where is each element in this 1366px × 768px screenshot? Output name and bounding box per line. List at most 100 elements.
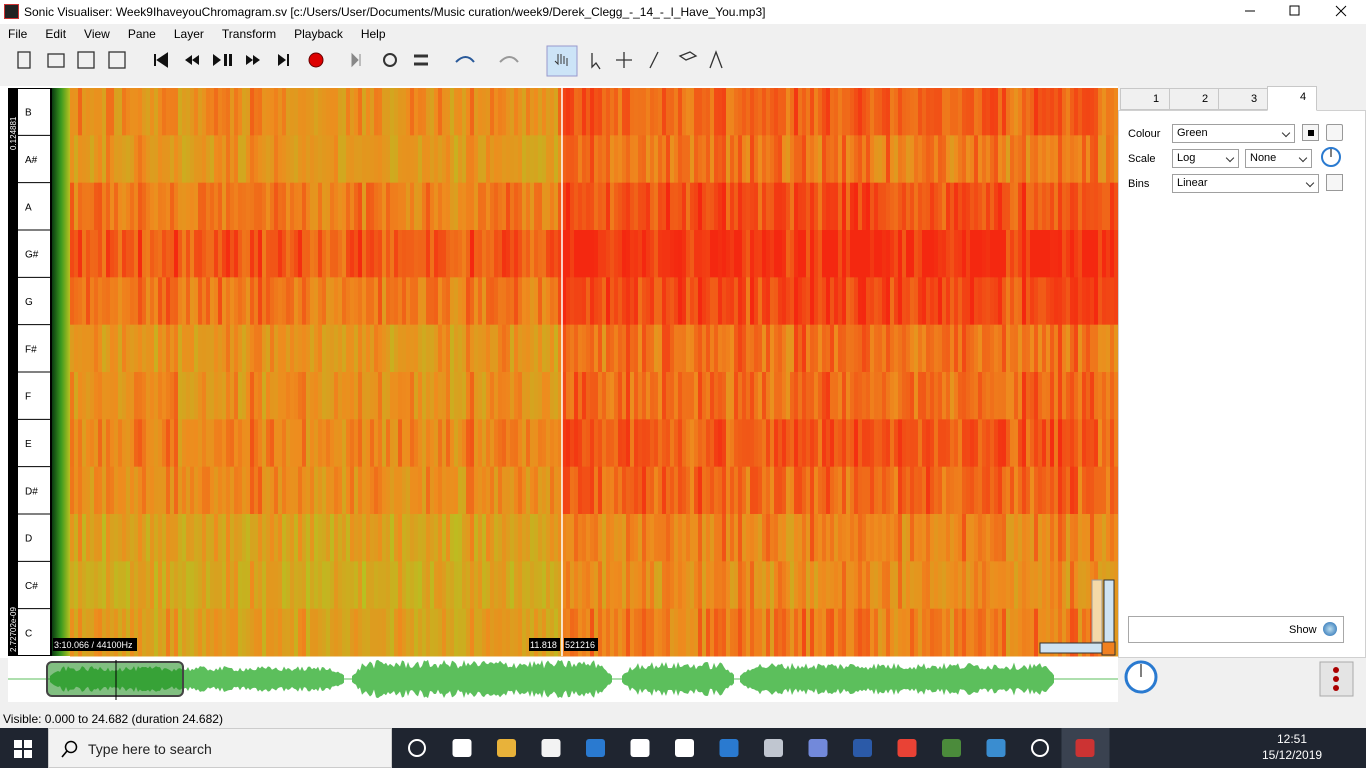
taskbar-icons[interactable]: [400, 728, 1120, 768]
chroma-cell: [950, 182, 955, 231]
chroma-cell: [534, 88, 539, 136]
chroma-cell: [1034, 372, 1039, 420]
chroma-cell: [206, 277, 211, 326]
menu-item[interactable]: Layer: [173, 27, 204, 41]
chroma-cell: [1030, 466, 1035, 515]
chroma-cell: [274, 135, 279, 184]
layer-tab[interactable]: 2: [1169, 88, 1219, 110]
chroma-cell: [414, 324, 419, 373]
chroma-cell: [190, 419, 195, 468]
chroma-cell: [370, 88, 375, 136]
chroma-cell: [382, 419, 387, 468]
chroma-cell: [310, 135, 315, 184]
chroma-cell: [618, 514, 623, 562]
chroma-cell: [1034, 230, 1039, 278]
chroma-cell: [586, 182, 591, 231]
chroma-cell: [302, 561, 307, 610]
window-controls[interactable]: [1230, 0, 1366, 24]
layer-tab[interactable]: 1: [1120, 88, 1170, 110]
chroma-cell: [638, 608, 643, 657]
chroma-cell: [462, 372, 467, 420]
chroma-cell: [742, 182, 747, 231]
chroma-cell: [694, 419, 699, 468]
chroma-cell: [530, 608, 535, 657]
chroma-cell: [482, 135, 487, 184]
chroma-cell: [218, 514, 223, 562]
chroma-cell: [402, 324, 407, 373]
chroma-cell: [934, 230, 939, 278]
chroma-cell: [1070, 419, 1075, 468]
chroma-cell: [78, 135, 83, 184]
chroma-cell: [270, 514, 275, 562]
gain-dial[interactable]: [1320, 146, 1342, 168]
chroma-cell: [938, 88, 943, 136]
normalize-combo[interactable]: None: [1245, 149, 1312, 168]
start-button[interactable]: [14, 740, 32, 758]
chroma-cell: [222, 514, 227, 562]
chroma-cell: [954, 230, 959, 278]
invert-button[interactable]: [1326, 124, 1343, 141]
chroma-cell: [358, 372, 363, 420]
chroma-cell: [258, 608, 263, 657]
chroma-cell: [898, 88, 903, 136]
menu-item[interactable]: Edit: [45, 27, 67, 41]
chroma-cell: [470, 182, 475, 231]
chroma-cell: [462, 466, 467, 515]
menu-item[interactable]: Transform: [221, 27, 277, 41]
chroma-cell: [1022, 419, 1027, 468]
chroma-cell: [978, 182, 983, 231]
chroma-cell: [330, 182, 335, 231]
bins-combo[interactable]: Linear: [1172, 174, 1319, 193]
chroma-cell: [870, 135, 875, 184]
chroma-cell: [778, 372, 783, 420]
chroma-cell: [850, 88, 855, 136]
chroma-cell: [618, 372, 623, 420]
chroma-cell: [858, 277, 863, 326]
chroma-cell: [582, 466, 587, 515]
chroma-cell: [554, 88, 559, 136]
menu-item[interactable]: View: [84, 27, 110, 41]
chroma-cell: [262, 277, 267, 326]
chroma-cell: [650, 88, 655, 136]
chroma-cell: [610, 372, 615, 420]
chroma-cell: [838, 324, 843, 373]
chroma-cell: [906, 324, 911, 373]
search-box[interactable]: Type here to search: [48, 728, 392, 768]
colour-combo[interactable]: Green: [1172, 124, 1295, 143]
chroma-cell: [786, 561, 791, 610]
chroma-cell: [770, 182, 775, 231]
scale-combo[interactable]: Log: [1172, 149, 1239, 168]
chroma-cell: [606, 514, 611, 562]
chroma-cell: [678, 324, 683, 373]
chroma-cell: [1110, 182, 1115, 231]
chroma-cell: [954, 608, 959, 657]
chroma-cell: [770, 561, 775, 610]
colour-button[interactable]: [1302, 124, 1319, 141]
chroma-cell: [330, 466, 335, 515]
chroma-cell: [378, 466, 383, 515]
chroma-cell: [222, 277, 227, 326]
menu-item[interactable]: Playback: [294, 27, 343, 41]
chroma-cell: [1106, 182, 1111, 231]
chroma-cell: [658, 230, 663, 278]
chroma-cell: [234, 514, 239, 562]
overview-pane[interactable]: [0, 658, 1118, 702]
clock: 12:51 15/12/2019: [1262, 732, 1322, 762]
bins-button[interactable]: [1326, 174, 1343, 191]
chroma-cell: [790, 182, 795, 231]
chroma-cell: [126, 135, 131, 184]
menu-item[interactable]: File: [8, 27, 28, 41]
layer-tab[interactable]: 4: [1267, 86, 1317, 111]
chroma-cell: [622, 88, 627, 136]
chroma-cell: [118, 372, 123, 420]
chroma-cell: [94, 514, 99, 562]
menu-item[interactable]: Help: [360, 27, 386, 41]
chroma-cell: [1082, 324, 1087, 373]
layer-tab[interactable]: 3: [1218, 88, 1268, 110]
show-box[interactable]: Show: [1128, 616, 1344, 643]
chroma-cell: [458, 324, 463, 373]
menu-item[interactable]: Pane: [127, 27, 156, 41]
chroma-cell: [266, 230, 271, 278]
chroma-cell: [890, 561, 895, 610]
